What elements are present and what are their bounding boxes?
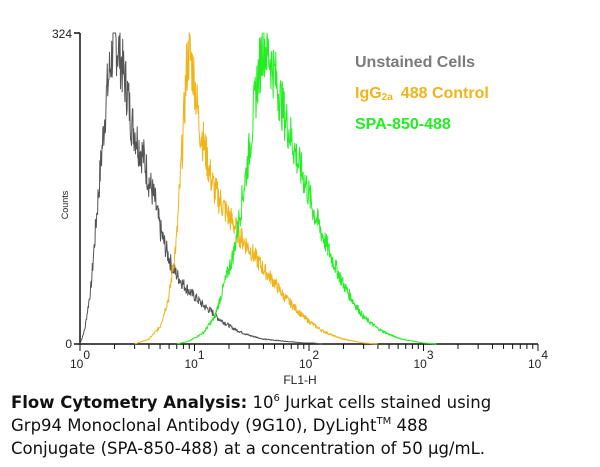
x-tick-base: 10 — [528, 357, 542, 371]
series-unstained-cells — [79, 32, 323, 345]
caption-line-3: Conjugate (SPA-850-488) at a concentrati… — [11, 437, 596, 460]
legend-igg-rest: 488 Control — [401, 85, 489, 102]
x-tick-label: 102 — [299, 348, 319, 371]
y-axis-label: Counts — [60, 190, 70, 219]
x-tick-exponent: 0 — [83, 348, 90, 362]
figure-caption: Flow Cytometry Analysis: 106 Jurkat cell… — [11, 391, 596, 460]
x-tick-base: 10 — [184, 357, 198, 371]
x-tick-base: 10 — [413, 357, 427, 371]
x-tick-exponent: 1 — [198, 348, 205, 362]
caption-line-2: Grp94 Monoclonal Antibody (9G10), DyLigh… — [11, 414, 596, 437]
x-tick-base: 10 — [299, 357, 313, 371]
x-axis-label: FL1-H — [283, 373, 316, 385]
caption-text-1: Jurkat cells stained using — [285, 393, 492, 412]
caption-text-3: Conjugate (SPA-850-488) at a concentrati… — [11, 439, 486, 458]
caption-text-2a: Grp94 Monoclonal Antibody (9G10), DyLigh… — [11, 416, 377, 435]
x-tick-exponent: 3 — [427, 348, 434, 362]
x-tick-exponent: 2 — [312, 348, 319, 362]
x-tick-base: 10 — [70, 357, 84, 371]
caption-bold-title: Flow Cytometry Analysis: — [11, 393, 248, 412]
x-tick-label: 100 — [70, 348, 90, 371]
caption-cell-count: 10 — [252, 393, 274, 412]
legend-igg-subscript: 2a — [382, 92, 394, 103]
x-minor-ticks — [79, 344, 539, 351]
legend-igg2a-control: IgG2a 488 Control — [355, 85, 489, 103]
caption-trademark: TM — [376, 416, 392, 427]
x-tick-exponent: 4 — [541, 348, 548, 362]
caption-text-2b: 488 — [396, 416, 428, 435]
legend: Unstained Cells IgG2a 488 Control SPA-850… — [355, 54, 489, 133]
series-spa-850-488 — [176, 32, 437, 345]
y-tick-label-zero: 0 — [65, 337, 72, 351]
x-tick-label: 101 — [184, 348, 204, 371]
histogram-series — [79, 32, 437, 345]
legend-spa-850-488: SPA-850-488 — [355, 116, 451, 133]
caption-line-1: Flow Cytometry Analysis: 106 Jurkat cell… — [11, 391, 596, 414]
caption-exponent: 6 — [273, 393, 280, 404]
x-tick-label: 104 — [528, 348, 548, 371]
legend-igg-main: IgG — [355, 85, 382, 102]
legend-unstained-cells: Unstained Cells — [355, 54, 475, 71]
y-tick-label-max: 324 — [52, 27, 72, 41]
series-igg2a-control — [134, 32, 378, 345]
x-tick-label: 103 — [413, 348, 433, 371]
